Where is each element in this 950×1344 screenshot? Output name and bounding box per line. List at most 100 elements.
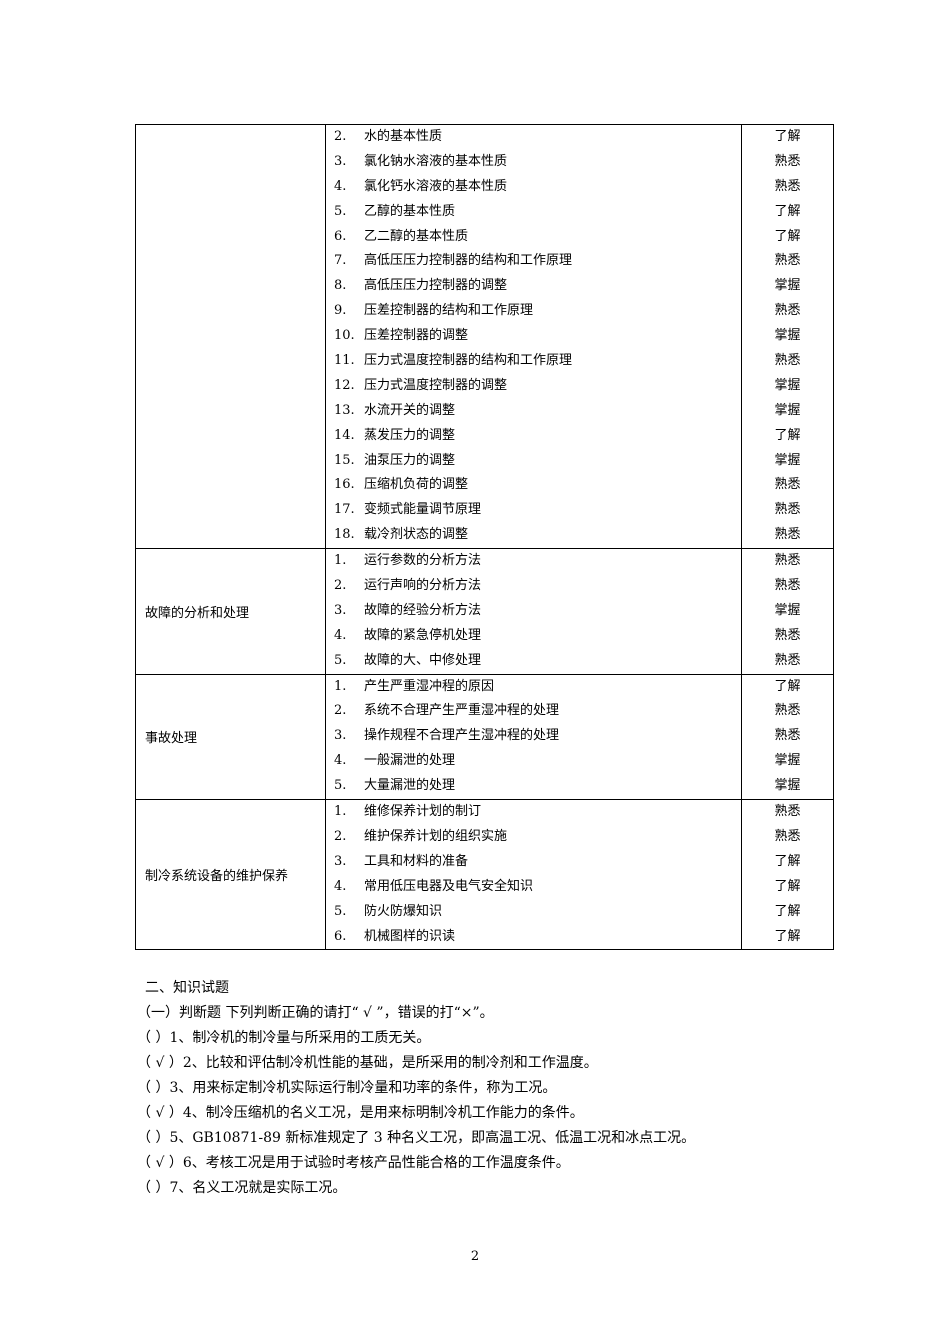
level-label: 熟悉	[774, 728, 801, 744]
item-number: 14.	[334, 427, 355, 443]
item-number: 5.	[334, 903, 347, 919]
level-label: 了解	[774, 427, 801, 443]
item-text: 一般漏泄的处理	[364, 753, 456, 769]
item-text: 维修保养计划的制订	[364, 804, 482, 820]
item-number: 15.	[334, 452, 355, 468]
level-cell: 熟悉 熟悉 掌握 熟悉 熟悉	[741, 548, 834, 675]
item-text: 压差控制器的调整	[364, 328, 469, 344]
item-text: 载冷剂状态的调整	[364, 527, 469, 543]
category-cell	[135, 123, 326, 550]
level-label: 了解	[774, 928, 801, 944]
item-number: 8.	[334, 278, 347, 294]
level-cell: 熟悉 熟悉 了解 了解 了解 了解	[741, 799, 834, 951]
list-item: 18. 载冷剂状态的调整	[326, 523, 741, 548]
list-item: 2. 水的基本性质	[326, 125, 741, 150]
level-label: 熟悉	[774, 627, 801, 643]
item-number: 3.	[334, 602, 347, 618]
item-text: 压缩机负荷的调整	[364, 477, 469, 493]
list-item: 4. 常用低压电器及电气安全知识	[326, 875, 741, 900]
list-item: 5. 大量漏泄的处理	[326, 774, 741, 799]
level-label: 掌握	[774, 602, 801, 618]
page-number: 2	[470, 1249, 480, 1264]
list-item: 13. 水流开关的调整	[326, 399, 741, 424]
list-item: 2. 系统不合理产生严重湿冲程的处理	[326, 699, 741, 724]
item-text: 高低压压力控制器的调整	[364, 278, 508, 294]
item-number: 3.	[334, 853, 347, 869]
list-item: 1. 维修保养计划的制订	[326, 800, 741, 825]
item-text: 氯化钠水溶液的基本性质	[364, 153, 508, 169]
level-label: 掌握	[774, 753, 801, 769]
level-label: 熟悉	[774, 703, 801, 719]
item-number: 17.	[334, 502, 355, 518]
item-number: 1.	[334, 804, 347, 820]
list-item: 3. 氯化钠水溶液的基本性质	[326, 150, 741, 175]
list-item: 5. 防火防爆知识	[326, 900, 741, 925]
level-label: 了解	[774, 903, 801, 919]
item-text: 压差控制器的结构和工作原理	[364, 303, 534, 319]
list-item: 6. 机械图样的识读	[326, 925, 741, 950]
level-label: 熟悉	[774, 578, 801, 594]
level-label: 掌握	[774, 402, 801, 418]
item-text: 高低压压力控制器的结构和工作原理	[364, 253, 573, 269]
level-label: 熟悉	[774, 253, 801, 269]
item-text: 水的基本性质	[364, 129, 443, 144]
list-item: 3. 工具和材料的准备	[326, 850, 741, 875]
item-text: 故障的经验分析方法	[364, 602, 482, 618]
item-number: 2.	[334, 129, 347, 144]
level-label: 熟悉	[774, 527, 801, 543]
item-number: 18.	[334, 527, 355, 543]
list-item: 16. 压缩机负荷的调整	[326, 473, 741, 498]
level-label: 熟悉	[774, 652, 801, 668]
list-item: 9. 压差控制器的结构和工作原理	[326, 299, 741, 324]
list-item: 6. 乙二醇的基本性质	[326, 225, 741, 250]
question-item: （ ）5、GB10871-89 新标准规定了 3 种名义工况，即高温工况、低温工…	[137, 1130, 696, 1146]
item-number: 2.	[334, 828, 347, 844]
list-item: 3. 操作规程不合理产生湿冲程的处理	[326, 724, 741, 749]
level-label: 了解	[774, 203, 801, 219]
items-cell: 2. 水的基本性质 3. 氯化钠水溶液的基本性质 4. 氯化钙水溶液的基本性质 5. 乙醇的基…	[325, 123, 742, 550]
list-item: 15. 油泵压力的调整	[326, 449, 741, 474]
list-item: 4. 氯化钙水溶液的基本性质	[326, 175, 741, 200]
item-text: 系统不合理产生严重湿冲程的处理	[364, 703, 560, 719]
item-text: 操作规程不合理产生湿冲程的处理	[364, 728, 560, 744]
item-number: 5.	[334, 652, 347, 668]
level-cell: 了解 熟悉 熟悉 掌握 掌握	[741, 673, 834, 801]
item-number: 9.	[334, 303, 347, 319]
syllabus-table: 2. 水的基本性质 3. 氯化钠水溶液的基本性质 4. 氯化钙水溶液的基本性质 5. 乙醇的基…	[135, 123, 834, 951]
level-cell: 了解 熟悉 熟悉 了解 了解 熟悉 掌握 熟悉 掌握 熟悉 掌握 掌握 了解 掌握 熟悉 熟悉 熟悉	[741, 123, 834, 550]
item-text: 蒸发压力的调整	[364, 427, 456, 443]
level-label: 熟悉	[774, 828, 801, 844]
item-text: 维护保养计划的组织实施	[364, 828, 508, 844]
table-section: 故障的分析和处理 1. 运行参数的分析方法 2. 运行声响的分析方法 3. 故障的经验分析方…	[135, 548, 834, 675]
level-label: 掌握	[774, 328, 801, 344]
list-item: 4. 故障的紧急停机处理	[326, 624, 741, 649]
category-cell: 故障的分析和处理	[135, 548, 326, 675]
category-cell: 制冷系统设备的维护保养	[135, 799, 326, 951]
item-number: 16.	[334, 477, 355, 493]
items-cell: 1. 运行参数的分析方法 2. 运行声响的分析方法 3. 故障的经验分析方法 4. 故障的紧急…	[325, 548, 742, 675]
level-label: 掌握	[774, 452, 801, 468]
item-number: 2.	[334, 578, 347, 594]
level-label: 掌握	[774, 778, 801, 794]
question-item: （ ）3、用来标定制冷机实际运行制冷量和功率的条件，称为工况。	[137, 1080, 557, 1096]
item-text: 变频式能量调节原理	[364, 502, 482, 518]
item-number: 4.	[334, 178, 347, 194]
items-cell: 1. 维修保养计划的制订 2. 维护保养计划的组织实施 3. 工具和材料的准备 4. 常用低压…	[325, 799, 742, 951]
item-number: 4.	[334, 753, 347, 769]
item-text: 乙二醇的基本性质	[364, 228, 469, 244]
level-label: 熟悉	[774, 353, 801, 369]
level-label: 熟悉	[774, 153, 801, 169]
items-cell: 1. 产生严重湿冲程的原因 2. 系统不合理产生严重湿冲程的处理 3. 操作规程不合理产生…	[325, 673, 742, 801]
level-label: 掌握	[774, 278, 801, 294]
question-instructions: （一）判断题 下列判断正确的请打“ √ ”，错误的打“×”。	[137, 1005, 494, 1021]
question-item: （ √ ）6、考核工况是用于试验时考核产品性能合格的工作温度条件。	[137, 1155, 570, 1171]
item-text: 运行参数的分析方法	[364, 553, 482, 569]
item-text: 产生严重湿冲程的原因	[364, 678, 495, 694]
item-text: 油泵压力的调整	[364, 452, 456, 468]
item-number: 3.	[334, 153, 347, 169]
list-item: 1. 产生严重湿冲程的原因	[326, 675, 741, 700]
list-item: 4. 一般漏泄的处理	[326, 749, 741, 774]
item-number: 11.	[334, 353, 355, 369]
item-number: 5.	[334, 778, 347, 794]
level-label: 熟悉	[774, 804, 801, 820]
